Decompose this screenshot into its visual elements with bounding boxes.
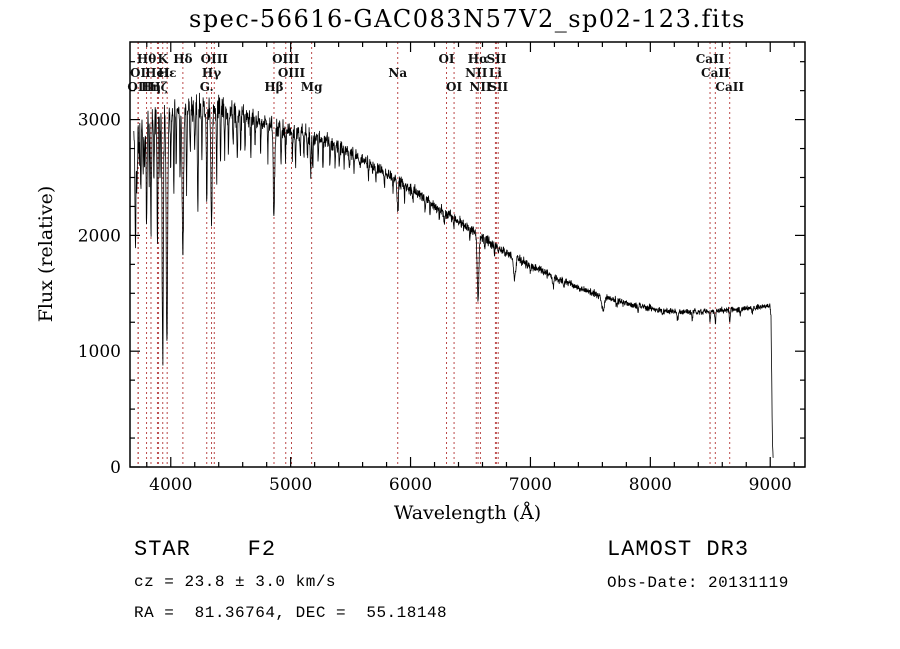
line-label: OI xyxy=(446,80,462,94)
line-label: SII xyxy=(488,80,508,94)
line-label: Li xyxy=(489,66,502,80)
line-label: Mg xyxy=(301,80,323,94)
tick-labels: 4000 5000 6000 7000 8000 9000 0 1000 2000 3000 xyxy=(78,111,792,495)
x-tick-label: 4000 xyxy=(149,475,192,495)
y-tick-label: 1000 xyxy=(78,342,121,362)
line-label: OIII xyxy=(201,52,229,66)
spectral-line-labels: OIOIIHθHηHeIHζKHεHδG.HγOIIIHβOIIIOIIIMgN… xyxy=(127,52,744,94)
radial-velocity-text: cz = 23.8 ± 3.0 km/s xyxy=(134,573,337,591)
spectrum-trace xyxy=(133,92,774,458)
line-label: Hε xyxy=(158,66,177,80)
line-label: NII xyxy=(465,66,488,80)
line-label: Hζ xyxy=(149,80,167,94)
line-label: K xyxy=(158,52,169,66)
spectral-line-markers xyxy=(137,42,731,467)
line-label: HeI xyxy=(145,66,170,80)
line-label: NII xyxy=(469,80,492,94)
line-label: Na xyxy=(388,66,407,80)
line-label: Hα xyxy=(468,52,489,66)
line-label: Hγ xyxy=(202,66,221,80)
object-class-text: STAR F2 xyxy=(134,537,277,562)
axis-ticks xyxy=(130,42,805,468)
line-label: CaII xyxy=(696,52,725,66)
y-tick-label: 3000 xyxy=(78,111,121,131)
x-tick-label: 5000 xyxy=(269,475,312,495)
line-label: SII xyxy=(486,52,506,66)
y-axis-label: Flux (relative) xyxy=(35,185,57,323)
x-tick-label: 9000 xyxy=(749,475,792,495)
survey-release-text: LAMOST DR3 xyxy=(607,537,750,562)
line-label: OIII xyxy=(278,66,306,80)
x-axis-label: Wavelength (Å) xyxy=(393,502,542,524)
y-tick-label: 2000 xyxy=(78,226,121,246)
line-label: OI xyxy=(130,66,146,80)
line-label: Hβ xyxy=(264,80,283,94)
line-label: G. xyxy=(200,80,214,94)
obs-date-text: Obs-Date: 20131119 xyxy=(607,574,789,592)
line-label: OIII xyxy=(272,52,300,66)
axes-frame xyxy=(129,41,806,468)
coordinates-text: RA = 81.36764, DEC = 55.18148 xyxy=(134,604,448,622)
line-label: Hθ xyxy=(137,52,156,66)
line-label: CaII xyxy=(701,66,730,80)
line-label: Hη xyxy=(141,80,161,94)
plot-title: spec-56616-GAC083N57V2_sp02-123.fits xyxy=(189,5,746,33)
line-label: CaII xyxy=(715,80,744,94)
x-tick-label: 7000 xyxy=(509,475,552,495)
x-tick-label: 6000 xyxy=(389,475,432,495)
x-tick-label: 8000 xyxy=(629,475,672,495)
line-label: OI xyxy=(438,52,454,66)
y-tick-label: 0 xyxy=(110,458,121,478)
line-label: Hδ xyxy=(173,52,192,66)
